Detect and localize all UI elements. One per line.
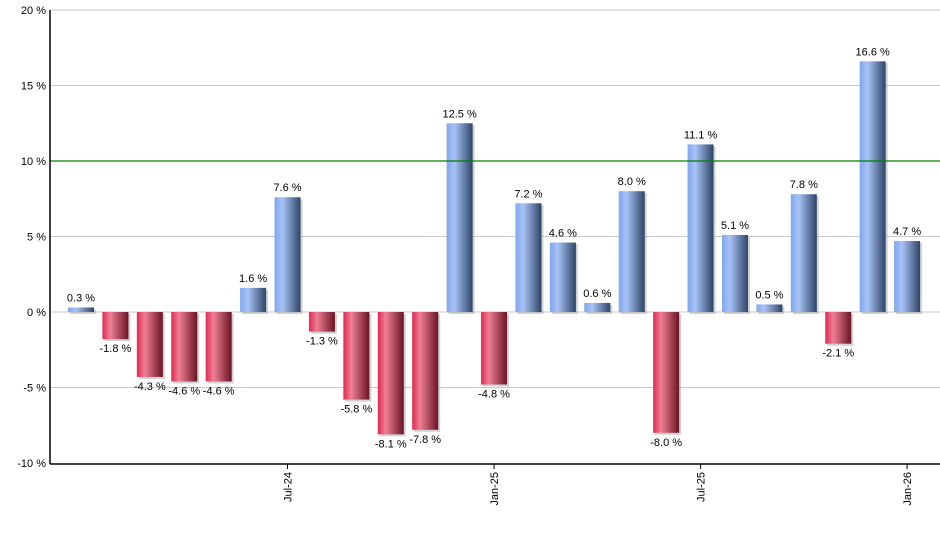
bar [171,312,198,382]
y-tick-label: 20 % [21,5,46,17]
bar [412,312,439,430]
data-label: 0.6 % [583,288,611,300]
bar [377,312,404,435]
x-tick-label: Jul-25 [696,472,708,502]
bar [240,287,267,312]
y-tick-label: 15 % [21,81,46,93]
bar [205,312,232,382]
data-label: -8.0 % [650,437,682,449]
data-label: 7.2 % [514,188,542,200]
bar [515,203,542,312]
y-tick-label: -10 % [17,458,46,470]
bar [859,61,886,313]
bar [308,312,335,332]
bar [618,191,645,312]
bar [68,307,94,312]
x-tick-label: Jan-26 [902,472,914,506]
data-label: 8.0 % [618,176,646,188]
data-label: 11.1 % [684,129,718,141]
y-tick-label: 10 % [21,156,46,168]
bar [446,123,473,312]
x-tick-label: Jan-25 [489,472,501,506]
x-tick-label: Jul-24 [283,472,295,502]
data-label: -5.8 % [340,404,372,416]
bar [481,312,508,385]
data-label: 0.5 % [755,289,783,301]
data-label: 4.7 % [893,226,921,238]
x-axis-ticks: Jul-24 Jan-25 Jul-25 Jan-26 [283,464,914,506]
data-label: -4.3 % [134,381,166,393]
data-label: -1.8 % [100,343,132,355]
data-label: 16.6 % [856,46,890,58]
data-label: 5.1 % [721,220,749,232]
data-label: -4.8 % [478,388,510,400]
bar [894,241,921,312]
data-label: 7.6 % [273,182,301,194]
bar [584,302,611,312]
bar [721,234,748,312]
bar [825,312,852,344]
data-label: -2.1 % [822,348,854,360]
data-label: -4.6 % [203,385,235,397]
y-axis-ticks: 20 % 15 % 10 % 5 % 0 % -5 % -10 % [17,5,46,470]
data-labels: 0.3 %-1.8 %-4.3 % -4.6 % -4.6 %1.6 %7.6 %-… [67,46,921,450]
bar [790,194,817,312]
y-tick-label: 5 % [27,232,46,244]
data-label: 4.6 % [549,228,577,240]
bar [102,312,129,340]
bars [68,61,923,437]
data-label: -4.6 % [168,385,200,397]
data-label: 12.5 % [442,108,476,120]
data-label: -8.1 % [375,438,407,450]
bar [549,242,576,312]
y-tick-label: -5 % [23,383,46,395]
y-tick-label: 0 % [27,307,46,319]
bar [756,304,783,312]
data-label: 1.6 % [239,273,267,285]
data-label: -7.8 % [409,434,441,446]
bar [136,312,163,377]
bar [653,312,680,433]
data-label: 0.3 % [67,292,95,304]
bar [274,197,301,312]
bar [687,144,714,312]
bar [343,312,370,400]
data-label: -1.3 % [306,336,338,348]
data-label: 7.8 % [790,179,818,191]
